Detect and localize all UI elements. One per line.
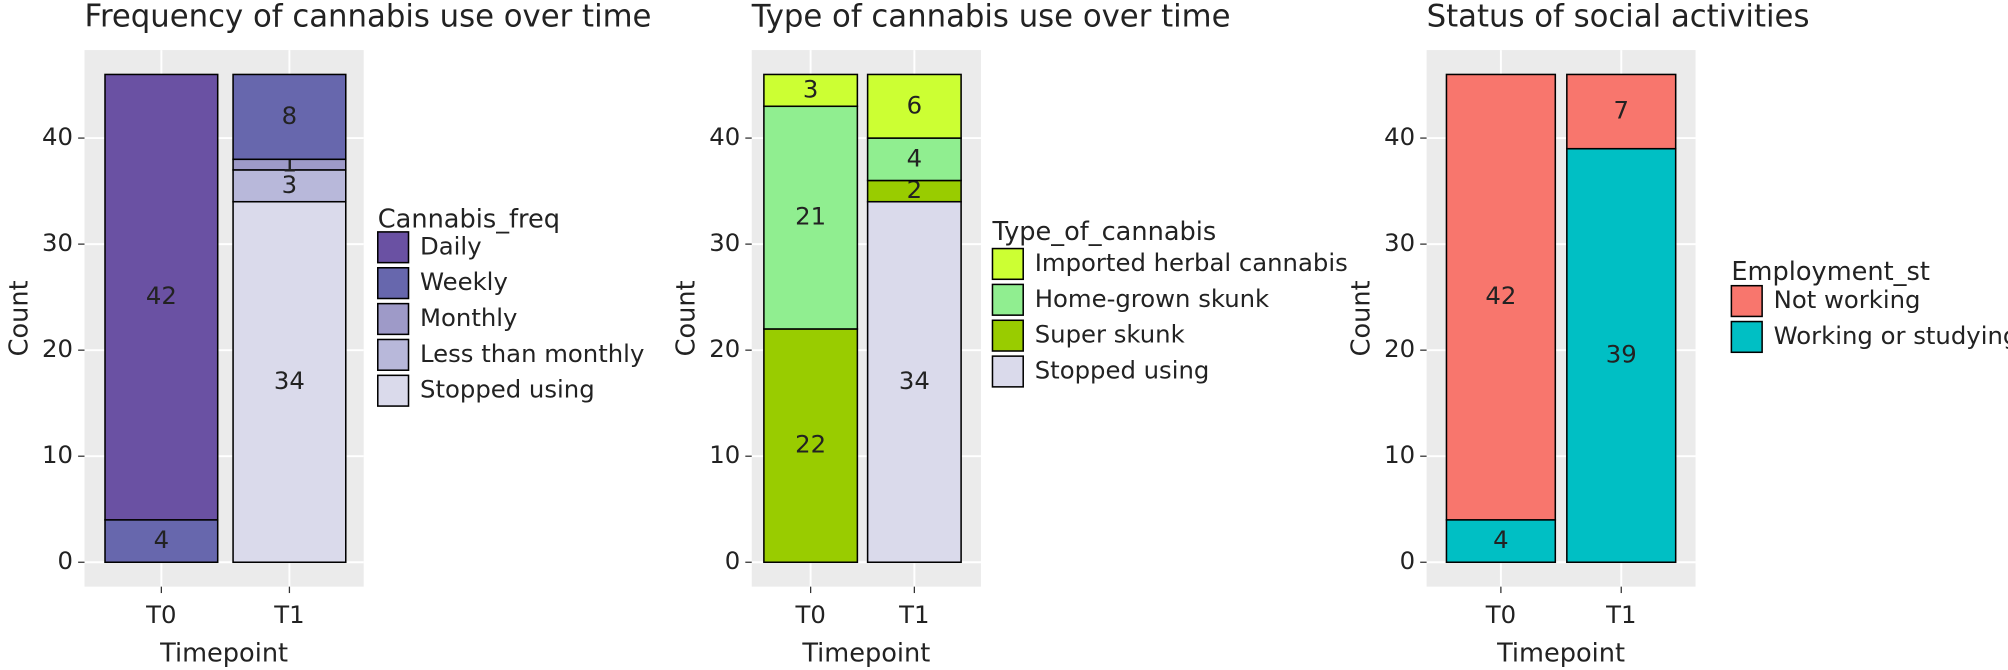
- legend-title: Type_of_cannabis: [991, 217, 1216, 247]
- bar-segment: [763, 328, 859, 564]
- y-tick-label: 20: [42, 334, 73, 363]
- legend-key: [1730, 284, 1763, 318]
- x-tick-label: T0: [794, 600, 825, 629]
- x-axis-label: Timepoint: [801, 639, 930, 669]
- y-tick-label: 30: [1384, 228, 1415, 257]
- bar-segment: [232, 73, 347, 161]
- bar-segment: [763, 73, 859, 108]
- legend-label: Less than monthly: [420, 339, 644, 368]
- x-tick-label: T1: [273, 600, 304, 629]
- data-label: 22: [795, 430, 826, 459]
- data-label: 21: [795, 202, 826, 231]
- legend-key: [991, 283, 1024, 316]
- legend-key: [991, 319, 1024, 352]
- bar-segment: [232, 169, 347, 203]
- y-tick-label: 30: [709, 228, 740, 257]
- legend-label: Super skunk: [1035, 320, 1186, 349]
- bar-segment: [104, 73, 219, 521]
- y-axis-label: Count: [672, 280, 702, 356]
- legend-title: Employment_st: [1731, 257, 1930, 287]
- data-label: 4: [907, 143, 922, 172]
- legend-label: Monthly: [420, 303, 517, 332]
- y-tick-label: 40: [709, 122, 740, 151]
- bar-segment: [1445, 519, 1557, 564]
- bar-segment: [763, 105, 859, 330]
- data-label: 8: [282, 101, 297, 130]
- bar-segment: [1566, 147, 1677, 564]
- y-tick-label: 40: [1384, 122, 1415, 151]
- data-label: 7: [1614, 96, 1629, 125]
- y-tick-label: 10: [42, 440, 73, 469]
- legend-key: [377, 266, 410, 300]
- y-tick-label: 10: [1384, 440, 1415, 469]
- legend-title: Cannabis_freq: [378, 204, 560, 234]
- y-tick-label: 10: [709, 440, 740, 469]
- x-axis-label: Timepoint: [1496, 639, 1625, 669]
- legend-key: [377, 231, 410, 264]
- y-tick-label: 0: [58, 546, 73, 575]
- data-label: 4: [154, 525, 169, 554]
- legend-key: [377, 338, 410, 371]
- x-axis-label: Timepoint: [159, 639, 288, 669]
- bar-segment: [866, 200, 962, 564]
- chart-title: Status of social activities: [1427, 0, 1810, 35]
- data-label: 42: [1485, 281, 1516, 310]
- x-tick-label: T1: [1605, 600, 1636, 629]
- data-label: 3: [282, 170, 297, 199]
- bar-segment: [1445, 73, 1557, 521]
- data-label: 3: [803, 74, 818, 103]
- legend-label: Imported herbal cannabis: [1035, 248, 1348, 277]
- chart-title: Frequency of cannabis use over time: [85, 0, 652, 35]
- bar-segment: [866, 137, 962, 182]
- data-label: 39: [1606, 339, 1637, 368]
- legend-label: Daily: [420, 231, 482, 260]
- legend-key: [991, 247, 1024, 281]
- y-axis-label: Count: [1347, 280, 1377, 356]
- bar-segment: [1566, 73, 1677, 150]
- y-tick-label: 20: [1384, 334, 1415, 363]
- bar-segment: [104, 519, 219, 564]
- y-tick-label: 30: [42, 228, 73, 257]
- x-tick-label: T0: [145, 600, 176, 629]
- bar-segment: [232, 200, 347, 564]
- y-tick-label: 20: [709, 334, 740, 363]
- data-label: 4: [1493, 525, 1508, 554]
- x-tick-label: T1: [898, 600, 929, 629]
- y-tick-label: 40: [42, 122, 73, 151]
- data-label: 34: [899, 366, 930, 395]
- y-tick-label: 0: [725, 546, 740, 575]
- legend-key: [377, 374, 410, 407]
- legend-key: [1730, 320, 1763, 354]
- data-label: 34: [274, 366, 305, 395]
- y-axis-label: Count: [4, 280, 34, 356]
- legend-label: Weekly: [420, 267, 508, 296]
- legend-key: [377, 302, 410, 336]
- legend-key: [991, 355, 1024, 388]
- legend-label: Not working: [1774, 285, 1921, 314]
- data-label: 2: [907, 175, 922, 204]
- legend-label: Working or studying: [1774, 321, 2008, 350]
- data-label: 6: [907, 90, 922, 119]
- legend-label: Stopped using: [420, 375, 595, 404]
- legend-label: Stopped using: [1035, 355, 1210, 384]
- chart-title: Type of cannabis use over time: [751, 0, 1231, 35]
- data-label: 42: [146, 281, 177, 310]
- bar-segment: [866, 73, 962, 139]
- y-tick-label: 0: [1400, 546, 1415, 575]
- x-tick-label: T0: [1485, 600, 1516, 629]
- legend-label: Home-grown skunk: [1035, 284, 1270, 313]
